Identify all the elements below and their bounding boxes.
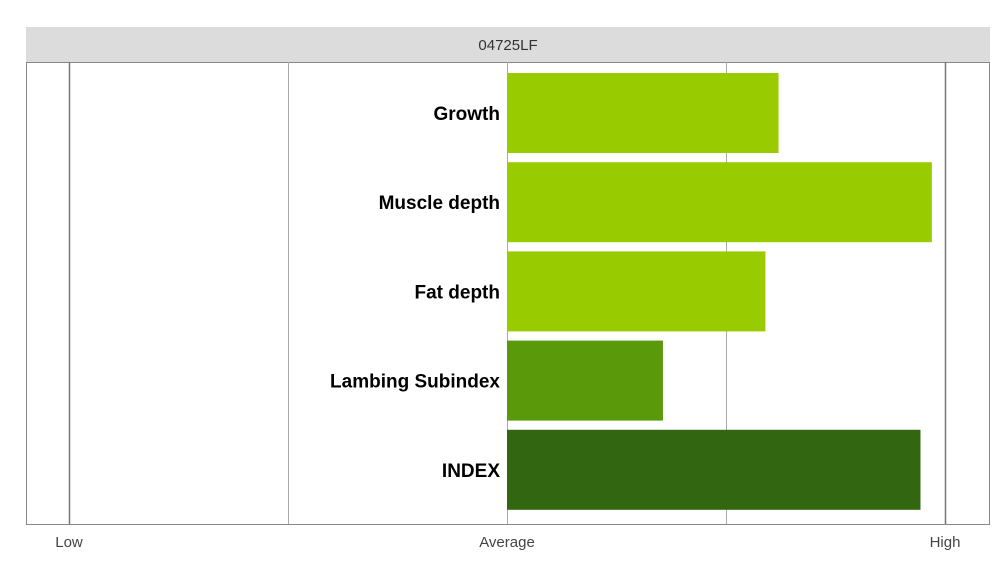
x-axis: Low Average High bbox=[55, 534, 960, 551]
chart-title: 04725LF bbox=[478, 37, 537, 54]
x-tick-label: Low bbox=[55, 534, 83, 551]
category-label: Fat depth bbox=[415, 282, 501, 303]
category-label: Muscle depth bbox=[379, 193, 500, 214]
bar bbox=[507, 73, 779, 153]
x-tick-label: High bbox=[930, 534, 961, 551]
category-label: Growth bbox=[434, 104, 501, 125]
bar bbox=[507, 162, 932, 243]
category-label: INDEX bbox=[442, 461, 500, 482]
bar bbox=[507, 340, 663, 421]
chart-title-bar bbox=[26, 27, 990, 62]
bar bbox=[507, 429, 921, 510]
category-label: Lambing Subindex bbox=[330, 372, 500, 393]
bar bbox=[507, 251, 766, 332]
category-labels: Growth Muscle depth Fat depth Lambing Subin… bbox=[330, 104, 500, 482]
x-tick-label: Average bbox=[479, 534, 535, 551]
bars bbox=[507, 73, 932, 510]
